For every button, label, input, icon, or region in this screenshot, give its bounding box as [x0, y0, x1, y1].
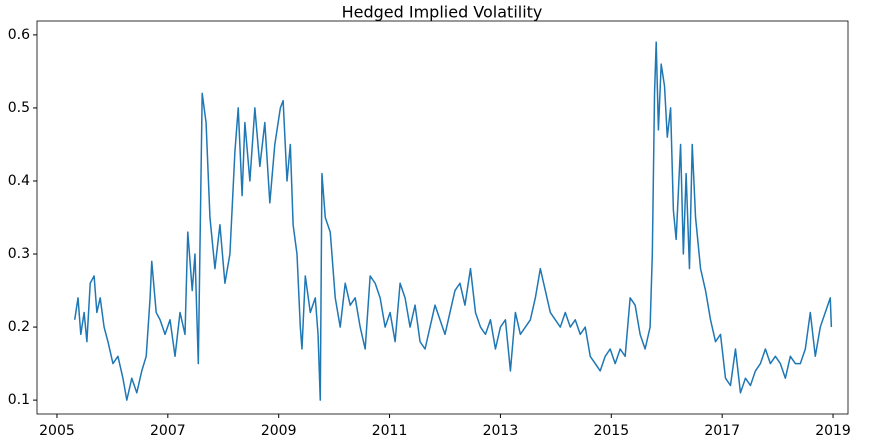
x-tick-label: 2013	[483, 423, 519, 439]
x-tick-label: 2017	[704, 423, 740, 439]
y-tick-label: 0.3	[8, 246, 30, 262]
y-tick-label: 0.2	[8, 319, 30, 335]
y-tick-label: 0.6	[8, 27, 30, 43]
chart-title: Hedged Implied Volatility	[342, 3, 543, 22]
x-tick-label: 2019	[815, 423, 851, 439]
x-tick-label: 2007	[150, 423, 186, 439]
y-tick-label: 0.5	[8, 100, 30, 116]
y-tick-label: 0.1	[8, 392, 30, 408]
x-tick-label: 2009	[261, 423, 297, 439]
y-tick-label: 0.4	[8, 173, 30, 189]
x-tick-label: 2005	[39, 423, 75, 439]
data-line	[73, 41, 833, 401]
plot-frame	[36, 20, 849, 415]
x-tick-label: 2011	[372, 423, 408, 439]
x-tick-label: 2015	[593, 423, 629, 439]
